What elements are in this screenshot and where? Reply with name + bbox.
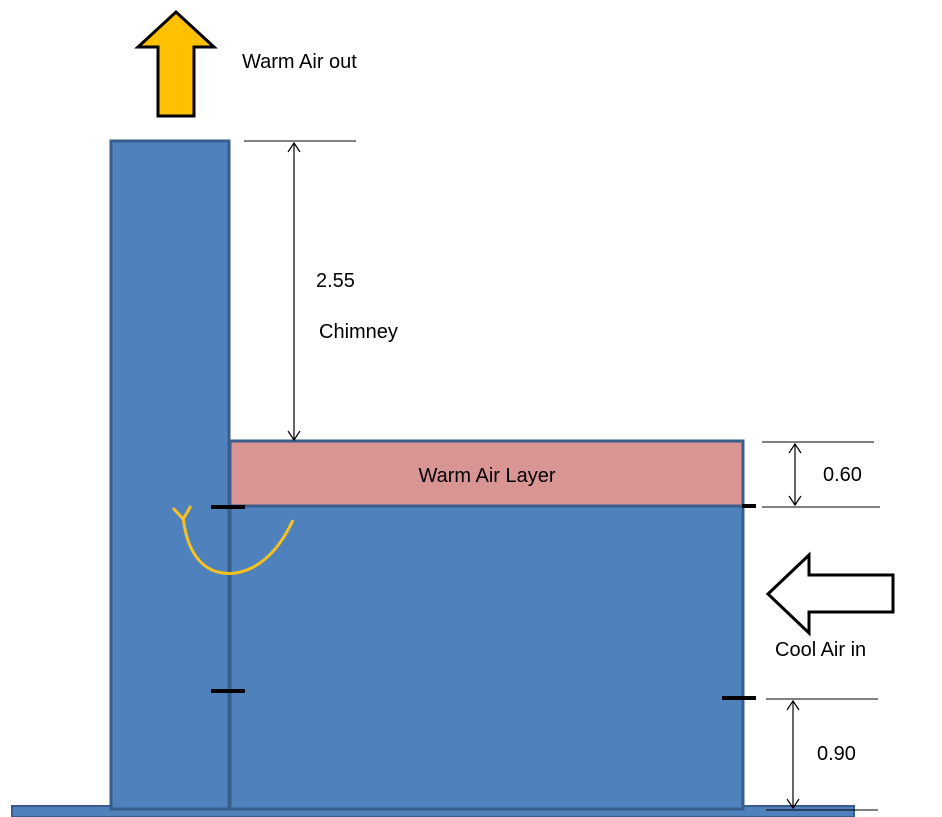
room-body [228,503,745,811]
cool-air-in-label: Cool Air in [775,639,866,661]
curved-arrow-icon [171,505,295,575]
chimney-column [109,139,231,811]
chimney-height-value: 2.55 [316,270,355,292]
warm-air-out-label: Warm Air out [242,51,357,73]
inlet-height-value: 0.90 [817,743,856,765]
warm-layer-depth-value: 0.60 [823,464,862,486]
chimney-label: Chimney [319,321,398,343]
left-arrow-icon [765,551,895,637]
up-arrow-icon [134,9,218,118]
warm-air-layer [228,439,745,508]
warm-air-layer-label: Warm Air Layer [418,465,555,487]
